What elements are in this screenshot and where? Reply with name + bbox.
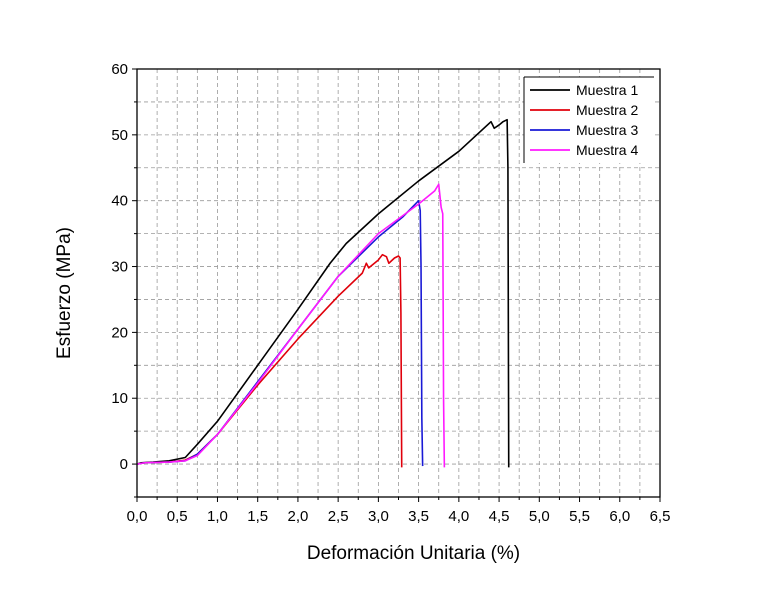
series-line-4 bbox=[136, 183, 446, 468]
y-tick-label: 0 bbox=[120, 456, 128, 473]
y-tick-label: 50 bbox=[111, 127, 128, 144]
x-tick-label: 6,5 bbox=[650, 508, 671, 525]
series-layer bbox=[136, 118, 510, 468]
legend-label-1: Muestra 1 bbox=[576, 82, 638, 98]
x-tick-label: 3,0 bbox=[368, 508, 389, 525]
y-tick-label: 30 bbox=[111, 259, 128, 276]
y-tick-label: 60 bbox=[111, 61, 128, 78]
x-axis-title: Deformación Unitaria (%) bbox=[307, 543, 520, 564]
x-tick-label: 4,0 bbox=[448, 508, 469, 525]
x-tick-label: 2,0 bbox=[287, 508, 308, 525]
x-tick-label: 2,5 bbox=[328, 508, 349, 525]
x-tick-label: 6,0 bbox=[609, 508, 630, 525]
y-axis-title: Esfuerzo (MPa) bbox=[54, 227, 75, 359]
x-tick-label: 5,0 bbox=[529, 508, 550, 525]
x-axis-ticks: 0,0 0,5 1,0 1,5 2,0 2,5 3,0 3,5 4,0 4,5 5,0 5,5 6,0 6… bbox=[127, 497, 671, 525]
y-tick-label: 40 bbox=[111, 193, 128, 210]
x-tick-label: 1,5 bbox=[247, 508, 268, 525]
x-tick-label: 1,0 bbox=[207, 508, 228, 525]
series-line-1 bbox=[136, 118, 510, 468]
series-line-2 bbox=[136, 253, 403, 468]
x-tick-label: 5,5 bbox=[569, 508, 590, 525]
legend-label-2: Muestra 2 bbox=[576, 102, 638, 118]
legend: Muestra 1 Muestra 2 Muestra 3 Muestra 4 bbox=[523, 76, 654, 163]
x-tick-label: 0,0 bbox=[127, 508, 148, 525]
legend-label-4: Muestra 4 bbox=[576, 142, 638, 158]
x-tick-label: 0,5 bbox=[167, 508, 188, 525]
x-tick-label: 4,5 bbox=[489, 508, 510, 525]
legend-label-3: Muestra 3 bbox=[576, 122, 638, 138]
y-axis-ticks: 0 10 20 30 40 50 60 bbox=[111, 61, 137, 498]
x-tick-label: 3,5 bbox=[408, 508, 429, 525]
legend-box bbox=[524, 77, 654, 163]
y-tick-label: 10 bbox=[111, 390, 128, 407]
y-tick-label: 20 bbox=[111, 324, 128, 341]
